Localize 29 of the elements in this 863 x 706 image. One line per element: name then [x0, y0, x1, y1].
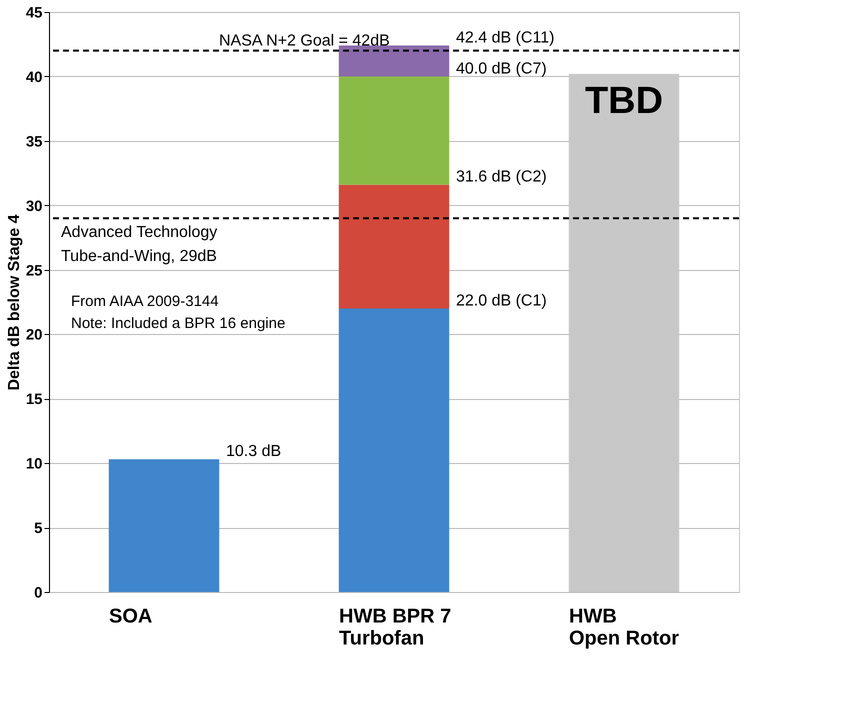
- x-tick-label: HWB BPR 7 Turbofan: [339, 606, 452, 650]
- bar: [338, 184, 450, 308]
- y-tick-label: 0: [34, 584, 42, 602]
- annotation: 10.3 dB: [226, 443, 282, 460]
- x-tick-label: SOA: [109, 606, 152, 628]
- y-axis-title: Delta dB below Stage 4: [6, 214, 23, 391]
- y-tick-label: 5: [34, 520, 42, 538]
- ref-line-label: Advanced Technology Tube-and-Wing, 29dB: [61, 224, 218, 266]
- bar: [108, 459, 220, 592]
- bar: [338, 46, 450, 76]
- annotation: 40.0 dB (C7): [456, 60, 547, 78]
- bar: [568, 74, 680, 592]
- annotation: TBD: [584, 80, 664, 122]
- y-tick-label: 30: [26, 198, 42, 215]
- annotation: 42.4 dB (C11): [456, 30, 554, 47]
- y-tick-label: 40: [26, 68, 42, 86]
- annotation: 22.0 dB (C1): [456, 292, 547, 310]
- y-tick-label: 35: [26, 133, 42, 150]
- y-tick-label: 45: [26, 4, 42, 22]
- y-tick-label: 10: [26, 456, 42, 473]
- y-tick-label: 20: [26, 326, 42, 344]
- bar: [338, 308, 450, 592]
- annotation: 31.6 dB (C2): [456, 168, 547, 186]
- ref-line-label: NASA N+2 Goal = 42dB: [219, 32, 390, 50]
- y-tick-label: 15: [26, 391, 42, 408]
- annotation: From AIAA 2009-3144 Note: Included a BPR 16 engine: [71, 293, 286, 332]
- bar: [338, 76, 450, 185]
- x-tick-label: HWB Open Rotor: [569, 606, 680, 650]
- y-tick-label: 25: [26, 262, 42, 280]
